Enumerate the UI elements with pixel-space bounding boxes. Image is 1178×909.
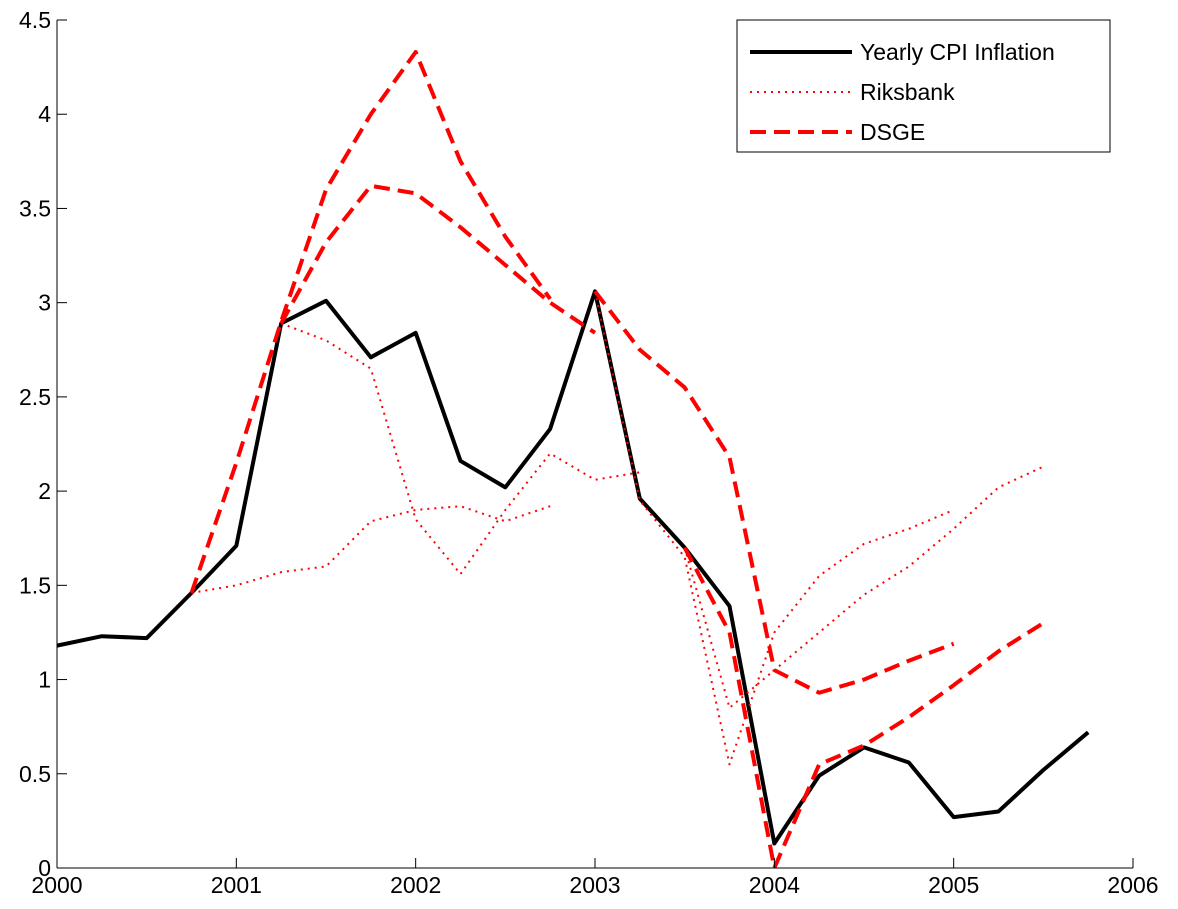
x-tick-label: 2002 [390,872,441,898]
y-tick-label: 4.5 [19,7,51,33]
y-tick-label: 3 [38,290,51,316]
y-tick-label: 0.5 [19,761,51,787]
y-tick-label: 1 [38,667,51,693]
y-tick-label: 0 [38,855,51,881]
series-line [594,291,955,766]
x-tick-label: 2001 [211,872,262,898]
series-line [682,546,1045,870]
x-tick-label: 2006 [1107,872,1158,898]
y-tick-label: 1.5 [19,572,51,598]
legend-label: Riksbank [860,79,955,105]
legend: Yearly CPI Inflation Riksbank DSGE [736,19,1111,153]
series-line [683,465,1044,709]
legend-label: Yearly CPI Inflation [860,39,1055,65]
legend-box [736,19,1111,153]
y-tick-label: 2 [38,478,51,504]
series-line [593,290,955,695]
y-tick-label: 4 [38,101,51,127]
x-tick-label: 2004 [749,872,800,898]
series-line [56,289,1090,846]
y-tick-label: 2.5 [19,384,51,410]
series-line [279,183,597,335]
x-tick-label: 2005 [928,872,979,898]
series-line [189,50,552,594]
legend-label: DSGE [860,119,925,145]
series-line [280,322,640,576]
series-line [191,505,551,594]
x-tick-label: 2003 [569,872,620,898]
x-tick-label: 2000 [31,872,82,898]
y-tick-label: 3.5 [19,195,51,221]
